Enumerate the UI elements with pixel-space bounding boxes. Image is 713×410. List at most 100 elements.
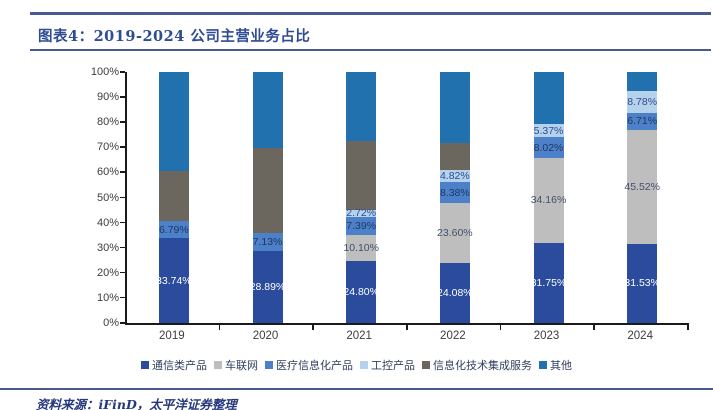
y-tick-mark bbox=[120, 171, 125, 173]
y-tick-mark bbox=[120, 271, 125, 274]
stacked-bar-2023: 5.37% 8.02% 34.16% 31.75% bbox=[530, 72, 567, 323]
y-tick-label: 100% bbox=[90, 66, 119, 78]
data-label: 2.72% bbox=[346, 207, 377, 220]
legend-label: 工控产品 bbox=[371, 359, 415, 372]
x-tick-mark bbox=[687, 325, 689, 330]
segment-2023-s2: 8.02% bbox=[533, 137, 564, 158]
y-tick-mark bbox=[120, 221, 125, 224]
legend-swatch-icon bbox=[265, 361, 273, 369]
data-label: 6.71% bbox=[627, 115, 658, 128]
legend-label: 医疗信息化产品 bbox=[276, 359, 353, 372]
bar-slot-2019: 6.79% 33.74% bbox=[127, 72, 221, 323]
data-label: 7.13% bbox=[252, 235, 283, 248]
chart-title: 图表4：2019-2024 公司主营业务占比 bbox=[38, 28, 311, 45]
legend-swatch-icon bbox=[141, 361, 149, 369]
y-tick-mark bbox=[120, 121, 125, 123]
footer-divider bbox=[0, 388, 713, 390]
data-label: 31.75% bbox=[530, 277, 567, 290]
y-tick-label: 20% bbox=[96, 266, 119, 279]
segment-2021-s0: 24.80% bbox=[343, 260, 379, 323]
segment-2024-s0: 31.53% bbox=[624, 243, 660, 323]
data-label: 8.38% bbox=[439, 186, 470, 199]
legend-swatch-icon bbox=[422, 361, 430, 369]
title-divider bbox=[30, 49, 711, 51]
y-tick-label: 60% bbox=[96, 166, 119, 179]
y-tick-mark bbox=[120, 96, 125, 98]
stacked-bar-2020: 7.13% 28.89% bbox=[250, 72, 285, 323]
bar-slot-2023: 5.37% 8.02% 34.16% 31.75% bbox=[502, 72, 596, 323]
data-label: 31.53% bbox=[624, 277, 660, 290]
legend-item-3: 工控产品 bbox=[360, 357, 415, 373]
y-tick-mark bbox=[120, 246, 125, 249]
segment-2023-s0: 31.75% bbox=[530, 243, 567, 323]
segment-2019-s4 bbox=[158, 171, 189, 222]
plot-area: 6.79% 33.74% 7.13% 28.89% 2.72% 7.39% 10.10% 24… bbox=[125, 72, 689, 325]
segment-2020-s4 bbox=[252, 147, 283, 233]
legend-label: 信息化技术集成服务 bbox=[433, 359, 532, 372]
data-label: 23.60% bbox=[437, 226, 473, 239]
segment-2020-s2: 7.13% bbox=[252, 232, 283, 251]
data-label: 34.16% bbox=[530, 194, 567, 207]
stacked-bar-2022: 4.82% 8.38% 23.60% 24.08% bbox=[437, 72, 473, 323]
legend-swatch-icon bbox=[214, 361, 222, 369]
segment-2022-s1: 23.60% bbox=[437, 203, 473, 263]
legend-label: 其他 bbox=[550, 359, 572, 372]
y-tick-mark bbox=[120, 196, 125, 198]
stacked-bar-2024: 8.78% 6.71% 45.52% 31.53% bbox=[624, 72, 660, 323]
legend-item-0: 通信类产品 bbox=[141, 357, 207, 373]
segment-2022-s5 bbox=[439, 72, 470, 144]
segment-2024-s1: 45.52% bbox=[624, 129, 660, 244]
stacked-bar-2019: 6.79% 33.74% bbox=[156, 72, 192, 323]
segment-2019-s5 bbox=[158, 72, 189, 172]
segment-2020-s5 bbox=[252, 72, 283, 148]
segment-2021-s2: 7.39% bbox=[346, 216, 377, 236]
segment-2022-s0: 24.08% bbox=[437, 262, 473, 323]
x-tick-label-2019: 2019 bbox=[159, 330, 185, 342]
source-note: 资料来源：iFinD，太平洋证券整理 bbox=[36, 397, 237, 410]
bar-slot-2024: 8.78% 6.71% 45.52% 31.53% bbox=[595, 72, 689, 323]
x-tick-mark bbox=[406, 325, 408, 330]
segment-2021-s3: 2.72% bbox=[346, 207, 377, 220]
segment-2019-s2: 6.79% bbox=[158, 221, 189, 239]
x-tick-label-2024: 2024 bbox=[627, 330, 653, 342]
y-tick-mark bbox=[120, 146, 125, 148]
data-label: 45.52% bbox=[624, 180, 660, 193]
data-label: 10.10% bbox=[343, 242, 379, 255]
x-axis-labels: 2019 2020 2021 2022 2023 2024 bbox=[125, 330, 687, 342]
y-tick-mark bbox=[120, 296, 125, 299]
bar-slot-2022: 4.82% 8.38% 23.60% 24.08% bbox=[408, 72, 502, 323]
legend-label: 车联网 bbox=[225, 359, 258, 372]
data-label: 24.80% bbox=[343, 285, 379, 298]
y-tick-label: 40% bbox=[96, 216, 119, 229]
legend-swatch-icon bbox=[360, 361, 368, 369]
x-tick-mark bbox=[593, 325, 595, 330]
legend-swatch-icon bbox=[539, 361, 547, 369]
y-tick-label: 70% bbox=[96, 141, 119, 154]
x-tick-mark bbox=[218, 325, 221, 330]
x-tick-label-2022: 2022 bbox=[440, 330, 466, 342]
segment-2022-s2: 8.38% bbox=[439, 182, 470, 204]
bar-slot-2020: 7.13% 28.89% bbox=[221, 72, 315, 323]
y-tick-label: 80% bbox=[96, 116, 119, 129]
bar-slot-2021: 2.72% 7.39% 10.10% 24.80% bbox=[314, 72, 408, 323]
segment-2019-s0: 33.74% bbox=[156, 238, 192, 323]
y-tick-label: 30% bbox=[96, 241, 119, 254]
x-tick-mark bbox=[499, 325, 502, 330]
segment-2022-s4 bbox=[439, 143, 470, 171]
data-label: 8.78% bbox=[627, 95, 658, 108]
data-label: 7.39% bbox=[346, 220, 377, 233]
segment-2022-s3: 4.82% bbox=[439, 170, 470, 183]
y-tick-mark bbox=[120, 71, 125, 73]
data-label: 24.08% bbox=[437, 286, 473, 299]
segment-2024-s5 bbox=[627, 72, 658, 91]
y-tick-label: 90% bbox=[96, 91, 119, 104]
y-tick-mark bbox=[120, 322, 125, 324]
data-label: 6.79% bbox=[158, 223, 189, 236]
legend-item-1: 车联网 bbox=[214, 357, 258, 373]
segment-2023-s3: 5.37% bbox=[533, 123, 564, 138]
segment-2021-s5 bbox=[346, 72, 377, 141]
top-divider bbox=[30, 12, 711, 15]
data-label: 8.02% bbox=[533, 141, 564, 154]
legend-item-5: 其他 bbox=[539, 357, 572, 373]
